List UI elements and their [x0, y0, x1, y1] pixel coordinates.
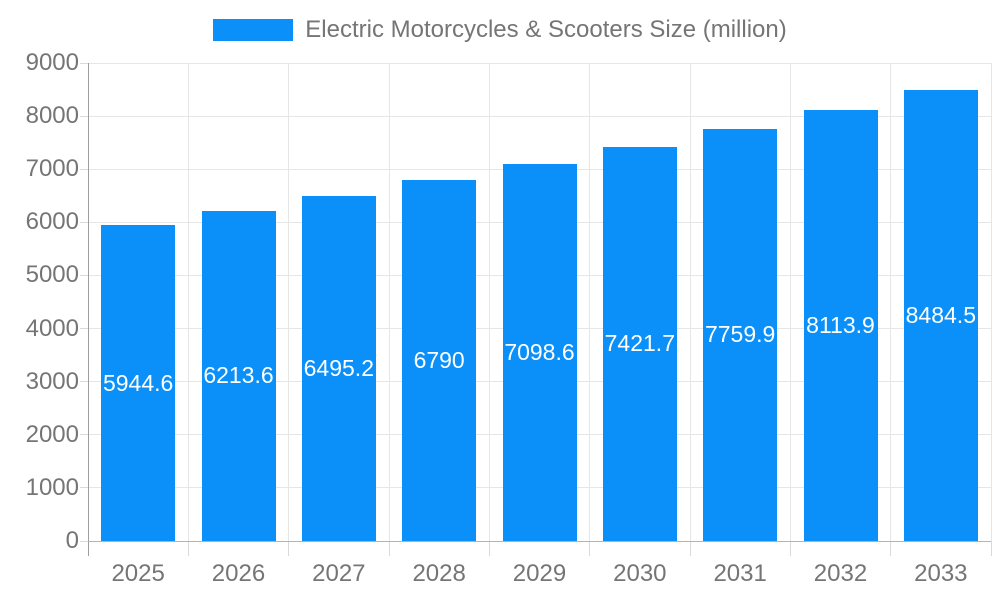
x-axis-tick [990, 541, 992, 556]
x-axis-tick [288, 541, 290, 556]
x-axis-tick-label: 2025 [111, 560, 165, 587]
bar-2027[interactable]: 6495.2 [301, 196, 376, 541]
bar-2030[interactable]: 7421.7 [602, 146, 677, 541]
x-axis-tick-label: 2027 [312, 560, 366, 587]
y-axis-tick-label: 6000 [25, 208, 79, 236]
bar-2028[interactable]: 6790 [402, 180, 477, 541]
y-axis-tick [80, 168, 88, 170]
category-gridline [488, 63, 490, 541]
x-axis-tick [187, 541, 189, 556]
y-axis-tick [80, 328, 88, 330]
category-gridline [789, 63, 791, 541]
x-axis-tick-label: 2029 [512, 560, 567, 587]
bar-value-label: 7421.7 [604, 330, 675, 357]
y-axis-tick [80, 434, 88, 436]
category-gridline [187, 63, 189, 541]
x-axis-tick [789, 541, 791, 556]
x-axis-tick-label: 2028 [412, 560, 466, 587]
y-axis-tick-label: 9000 [25, 49, 79, 76]
x-axis-tick [488, 541, 490, 556]
bar-value-label: 7759.9 [704, 321, 776, 348]
y-axis-tick [80, 62, 88, 64]
x-axis-tick-label: 2033 [914, 560, 968, 587]
bar-2029[interactable]: 7098.6 [502, 163, 577, 541]
bar-2026[interactable]: 6213.6 [201, 210, 276, 541]
y-axis-line [87, 63, 89, 556]
y-axis-tick [80, 221, 88, 223]
y-axis-tick [80, 274, 88, 276]
y-gridline [88, 62, 991, 64]
y-axis-tick [80, 381, 88, 383]
bar-2031[interactable]: 7759.9 [703, 128, 778, 541]
category-gridline [689, 63, 691, 541]
y-axis-tick-label: 5000 [25, 261, 79, 289]
category-gridline [990, 63, 992, 541]
bar-value-label: 6495.2 [303, 355, 374, 381]
bar-value-label: 6790 [413, 347, 465, 374]
x-axis-tick [689, 541, 691, 556]
bar-value-label: 8484.5 [905, 302, 976, 329]
legend-swatch-icon [213, 19, 294, 41]
y-axis-tick-label: 1000 [25, 473, 79, 501]
category-gridline [589, 63, 591, 541]
x-axis-tick [388, 541, 390, 556]
chart-legend[interactable]: Electric Motorcycles & Scooters Size (mi… [0, 16, 1000, 43]
x-axis-line [88, 540, 991, 542]
y-axis-tick-label: 7000 [25, 155, 79, 183]
bar-value-label: 7098.6 [504, 338, 575, 365]
y-gridline [88, 115, 991, 117]
x-axis-tick-label: 2030 [613, 560, 667, 587]
y-axis-tick [80, 540, 88, 542]
category-gridline [288, 63, 290, 541]
bar-value-label: 8113.9 [806, 312, 875, 339]
x-axis-tick-label: 2032 [813, 560, 868, 587]
category-gridline [388, 63, 390, 541]
y-axis-tick-label: 2000 [25, 420, 79, 448]
x-axis-tick [890, 541, 892, 556]
category-gridline [890, 63, 892, 541]
bar-value-label: 5944.6 [102, 369, 174, 396]
bar-2032[interactable]: 8113.9 [803, 110, 878, 541]
y-axis-tick [80, 487, 88, 489]
y-axis-tick-label: 0 [65, 527, 79, 554]
bar-2025[interactable]: 5944.6 [101, 225, 176, 541]
y-axis-tick [80, 115, 88, 117]
x-axis-tick-label: 2031 [713, 560, 767, 587]
legend-label: Electric Motorcycles & Scooters Size (mi… [305, 16, 787, 43]
bar-2033[interactable]: 8484.5 [903, 90, 978, 541]
y-axis-tick-label: 3000 [25, 367, 79, 395]
x-axis-tick-label: 2026 [211, 560, 266, 587]
y-axis-tick-label: 4000 [25, 314, 79, 342]
bar-value-label: 6213.6 [203, 362, 274, 389]
x-axis-tick [589, 541, 591, 556]
y-axis-tick-label: 8000 [25, 102, 79, 130]
